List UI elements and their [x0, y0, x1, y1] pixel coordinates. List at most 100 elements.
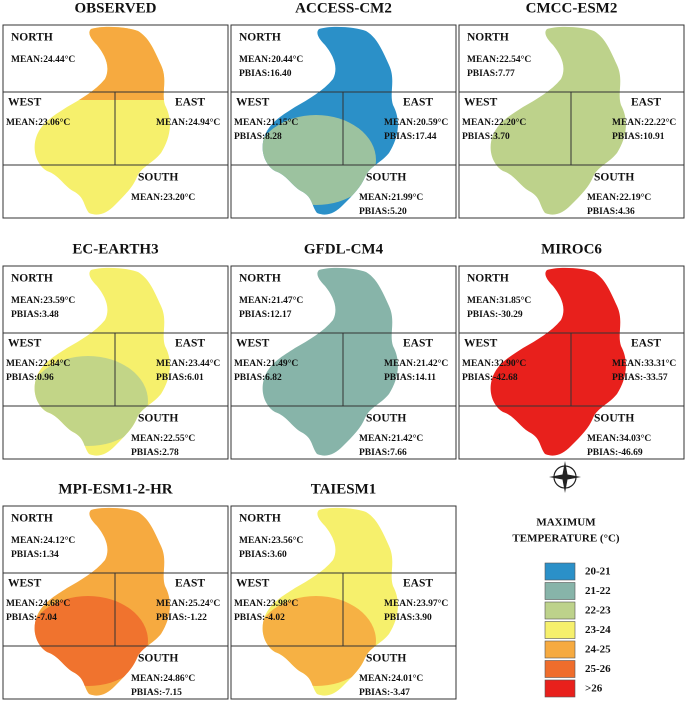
zones [34, 596, 148, 686]
region-pbias: PBIAS:-7.04 [6, 613, 57, 623]
zones [262, 596, 376, 686]
region-name: EAST [175, 578, 205, 590]
legend-label: 25-26 [585, 663, 611, 675]
region-name: WEST [8, 97, 42, 109]
map-panel: OBSERVED NORTH MEAN:24.44°C WEST MEAN:23.06°… [2, 0, 229, 219]
legend-swatch [544, 660, 576, 678]
region-pbias: PBIAS:-3.47 [359, 688, 410, 698]
zone [34, 596, 148, 686]
region-pbias: PBIAS:6.01 [156, 373, 204, 383]
region-name: SOUTH [366, 172, 406, 184]
region-mean: MEAN:23.98°C [234, 598, 298, 609]
panel-title: OBSERVED [75, 0, 157, 16]
panel-frame [2, 265, 229, 460]
panel-frame [230, 505, 457, 700]
region-mean: MEAN:24.86°C [131, 673, 195, 684]
region-mean: MEAN:22.55°C [131, 433, 195, 444]
legend-swatch [544, 679, 576, 698]
region-shape [490, 26, 626, 215]
region-name: NORTH [11, 513, 53, 525]
region-name: WEST [8, 578, 42, 590]
region-pbias: PBIAS:6.82 [234, 373, 282, 383]
legend: MAXIMUM TEMPERATURE (°C) 20-21 21-22 22-23 23… [512, 517, 620, 698]
map-panel: ACCESS-CM2 NORTH MEAN:20.44°C PBIAS:16.40 WE… [230, 0, 457, 219]
region-name: SOUTH [366, 413, 406, 425]
region-name: EAST [175, 97, 205, 109]
region-name: SOUTH [138, 172, 178, 184]
region-pbias: PBIAS:3.90 [384, 613, 432, 623]
region-mean: MEAN:22.20°C [462, 117, 526, 128]
region-mean: MEAN:31.85°C [467, 295, 531, 306]
legend-label: >26 [585, 683, 603, 695]
region-mean: MEAN:22.84°C [6, 358, 70, 369]
region-mean: MEAN:25.24°C [156, 598, 220, 609]
region-pbias: PBIAS:4.36 [587, 207, 635, 217]
region-pbias: PBIAS:5.20 [359, 207, 407, 217]
panel-title: MPI-ESM1-2-HR [58, 481, 172, 497]
map-panel: MIROC6 NORTH MEAN:31.85°C PBIAS:-30.29 WEST M… [458, 241, 685, 460]
region-mean: MEAN:23.20°C [131, 192, 195, 203]
region-mean: MEAN:22.22°C [612, 117, 676, 128]
region-name: EAST [403, 338, 433, 350]
region-pbias: PBIAS:3.48 [11, 310, 59, 320]
panel-frame [2, 505, 229, 700]
region-pbias: PBIAS:8.28 [234, 132, 282, 142]
region-mean: MEAN:20.59°C [384, 117, 448, 128]
region-pbias: PBIAS:-33.57 [612, 373, 668, 383]
region-pbias: PBIAS:16.40 [239, 69, 292, 79]
panel-title: GFDL-CM4 [304, 241, 384, 257]
panel-title: CMCC-ESM2 [526, 0, 618, 16]
region-mean: MEAN:21.99°C [359, 192, 423, 203]
region-mean: MEAN:23.06°C [6, 117, 70, 128]
zone [262, 115, 376, 205]
map-panel: TAIESM1 NORTH MEAN:23.56°C PBIAS:3.60 WEST ME… [230, 481, 457, 700]
panel-frame [458, 265, 685, 460]
legend-swatch [544, 562, 576, 581]
region-name: NORTH [467, 273, 509, 285]
panel-title: TAIESM1 [311, 481, 377, 497]
region-mean: MEAN:21.42°C [359, 433, 423, 444]
region-pbias: PBIAS:-42.68 [462, 373, 518, 383]
region-pbias: PBIAS:7.77 [467, 69, 515, 79]
zones [262, 115, 376, 205]
region-name: NORTH [239, 32, 281, 44]
region-name: EAST [403, 97, 433, 109]
region-name: EAST [175, 338, 205, 350]
region-pbias: PBIAS:3.60 [239, 550, 287, 560]
region-mean: MEAN:21.49°C [234, 358, 298, 369]
region-pbias: PBIAS:-7.15 [131, 688, 182, 698]
map-panel: MPI-ESM1-2-HR NORTH MEAN:24.12°C PBIAS:1.34… [2, 481, 229, 700]
legend-label: 20-21 [585, 566, 611, 578]
region-mean: MEAN:23.56°C [239, 535, 303, 546]
region-name: WEST [464, 338, 498, 350]
legend-swatch [544, 582, 576, 600]
region-mean: MEAN:21.47°C [239, 295, 303, 306]
region-name: SOUTH [594, 172, 634, 184]
region-name: WEST [236, 97, 270, 109]
panel-title: ACCESS-CM2 [295, 0, 392, 16]
region-mean: MEAN:24.44°C [11, 54, 75, 65]
zone [262, 596, 376, 686]
region-mean: MEAN:24.68°C [6, 598, 70, 609]
region-name: SOUTH [366, 653, 406, 665]
region-pbias: PBIAS:17.44 [384, 132, 437, 142]
region-name: NORTH [239, 513, 281, 525]
region-pbias: PBIAS:-1.22 [156, 613, 207, 623]
region-mean: MEAN:23.59°C [11, 295, 75, 306]
legend-swatch [544, 621, 576, 639]
panel-title: EC-EARTH3 [72, 241, 158, 257]
region-pbias: PBIAS:14.11 [384, 373, 436, 383]
region-mean: MEAN:34.03°C [587, 433, 651, 444]
legend-label: 24-25 [585, 644, 611, 656]
region-pbias: PBIAS:3.70 [462, 132, 510, 142]
region-pbias: PBIAS:-30.29 [467, 310, 523, 320]
region-pbias: PBIAS:-4.02 [234, 613, 285, 623]
panel-frame [230, 24, 457, 219]
region-name: NORTH [11, 273, 53, 285]
region-name: WEST [236, 338, 270, 350]
legend-swatch [544, 640, 576, 659]
region-pbias: PBIAS:0.96 [6, 373, 54, 383]
panel-frame [230, 265, 457, 460]
panel-frame [458, 24, 685, 219]
region-name: NORTH [239, 273, 281, 285]
